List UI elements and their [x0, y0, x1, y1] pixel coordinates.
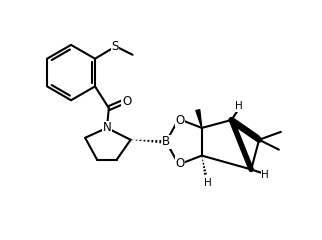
Text: N: N	[102, 121, 111, 134]
Text: O: O	[175, 157, 185, 170]
Polygon shape	[196, 110, 202, 128]
Text: B: B	[162, 135, 170, 148]
Text: S: S	[111, 40, 118, 53]
Text: H: H	[235, 101, 243, 111]
Text: H: H	[204, 178, 212, 188]
Text: O: O	[175, 114, 185, 126]
Text: H: H	[261, 170, 269, 180]
Text: O: O	[122, 95, 131, 108]
